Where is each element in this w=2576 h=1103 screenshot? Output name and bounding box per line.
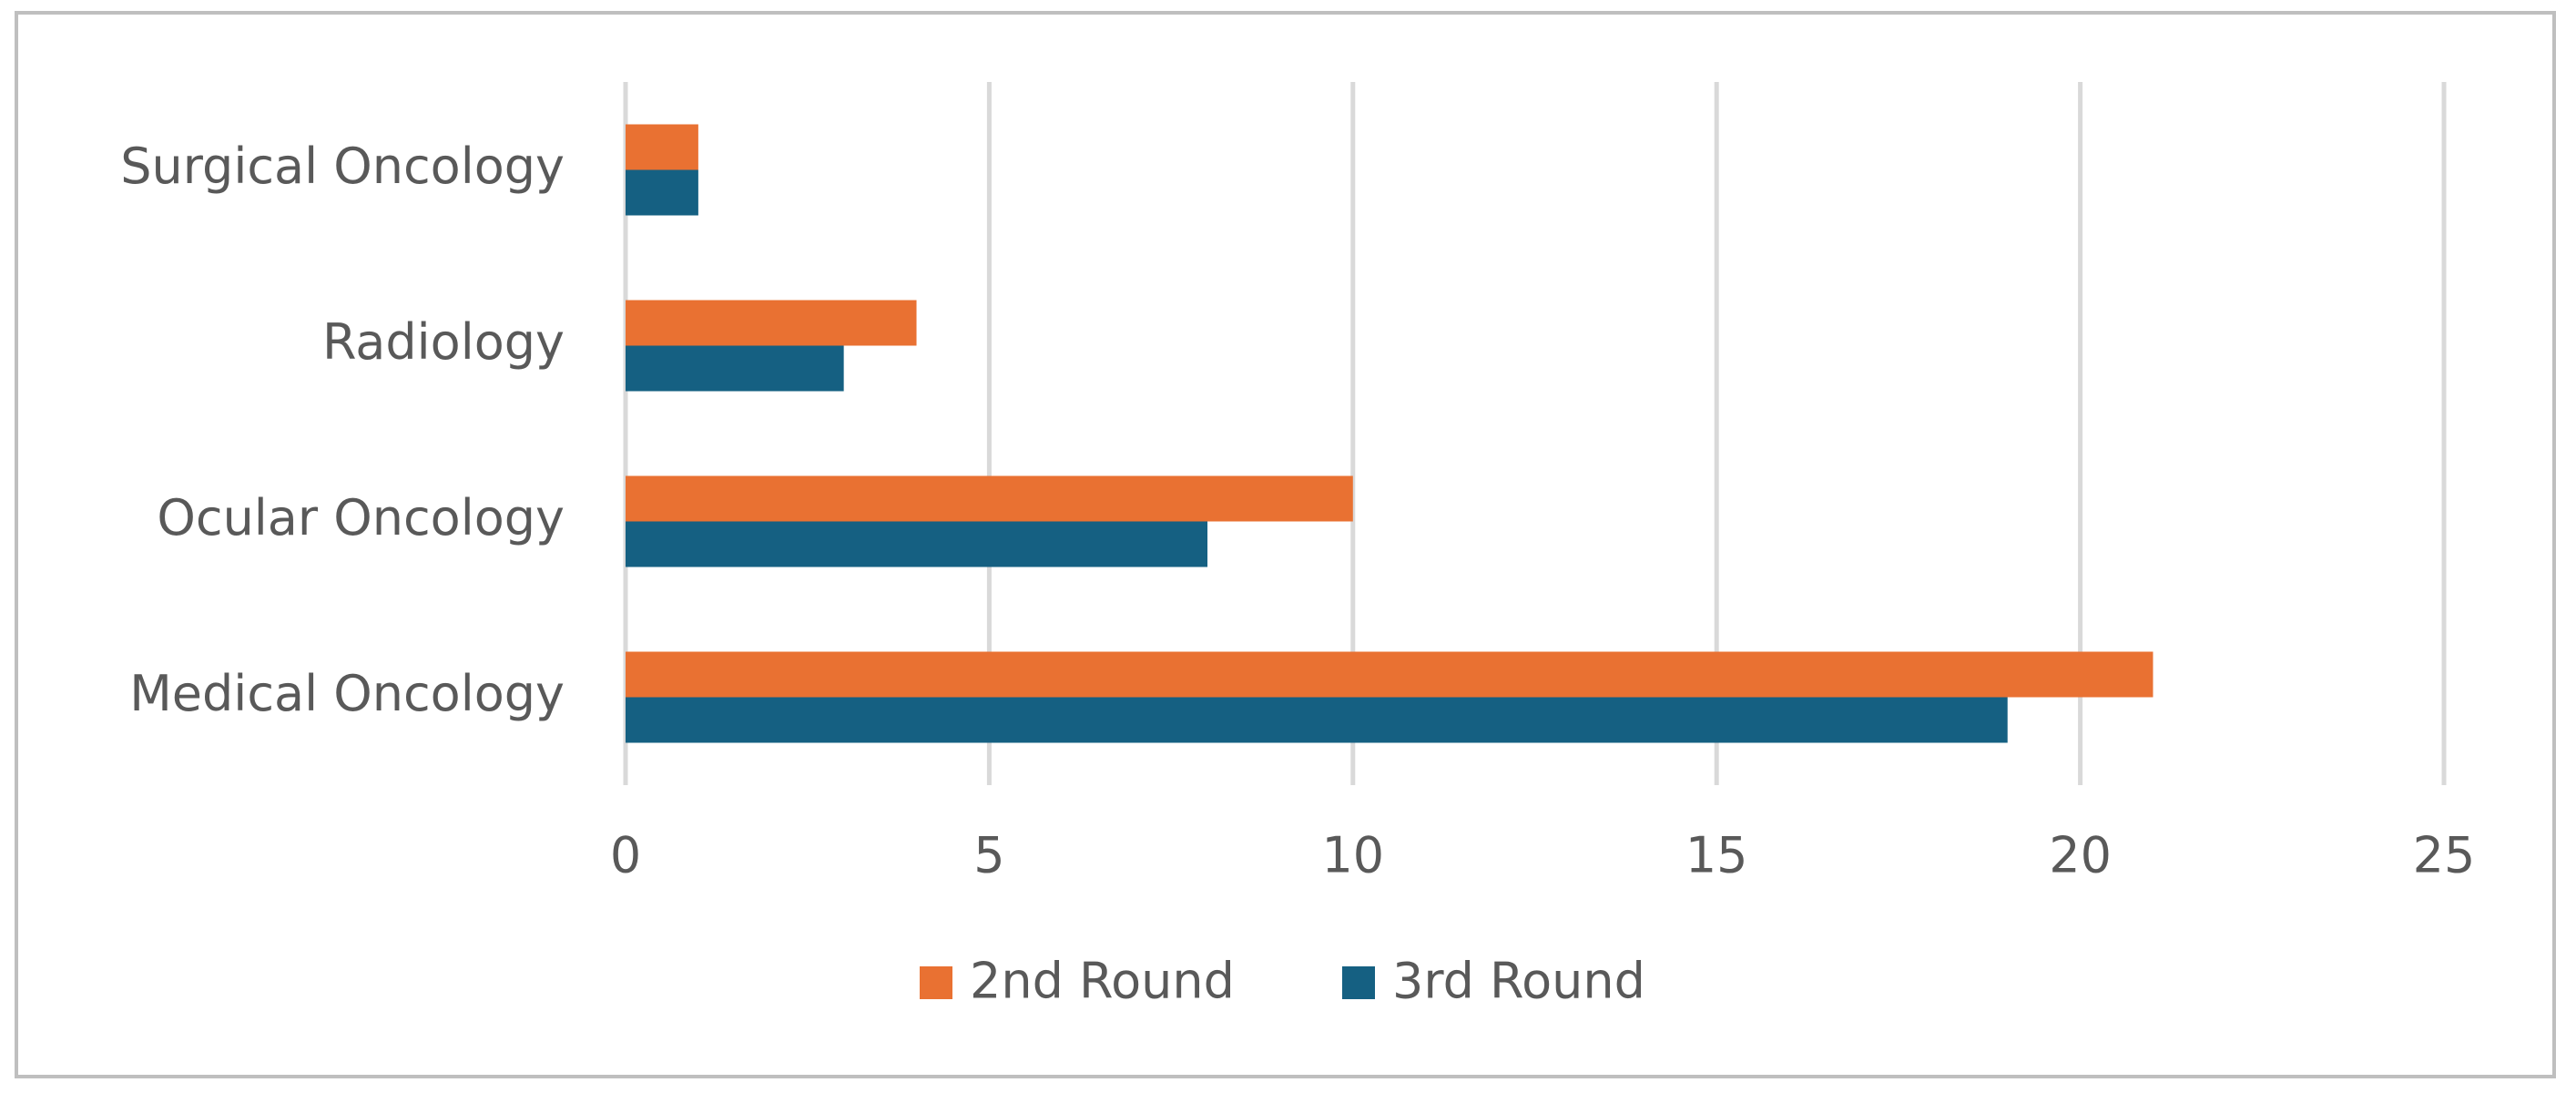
chart-border — [15, 11, 2556, 1078]
bar — [626, 651, 2153, 698]
bar — [626, 521, 1208, 567]
bar — [626, 300, 917, 346]
x-tick-label: 10 — [1321, 827, 1384, 884]
y-tick-label: Surgical Oncology — [120, 138, 565, 195]
bar — [626, 345, 844, 392]
x-tick-label: 25 — [2413, 827, 2476, 884]
bar — [626, 475, 1353, 522]
y-tick-label: Ocular Oncology — [157, 489, 565, 546]
legend-swatch — [920, 966, 952, 999]
x-tick-label: 20 — [2049, 827, 2112, 884]
y-tick-label: Radiology — [322, 313, 565, 371]
legend-label: 2nd Round — [970, 953, 1235, 1010]
legend-swatch — [1342, 966, 1375, 999]
x-tick-label: 5 — [973, 827, 1004, 884]
bar — [626, 124, 698, 170]
x-tick-label: 0 — [610, 827, 641, 884]
legend-label: 3rd Round — [1392, 953, 1645, 1010]
x-tick-label: 15 — [1685, 827, 1748, 884]
y-tick-label: Medical Oncology — [129, 665, 565, 722]
bar — [626, 697, 2008, 743]
bar — [626, 169, 698, 216]
